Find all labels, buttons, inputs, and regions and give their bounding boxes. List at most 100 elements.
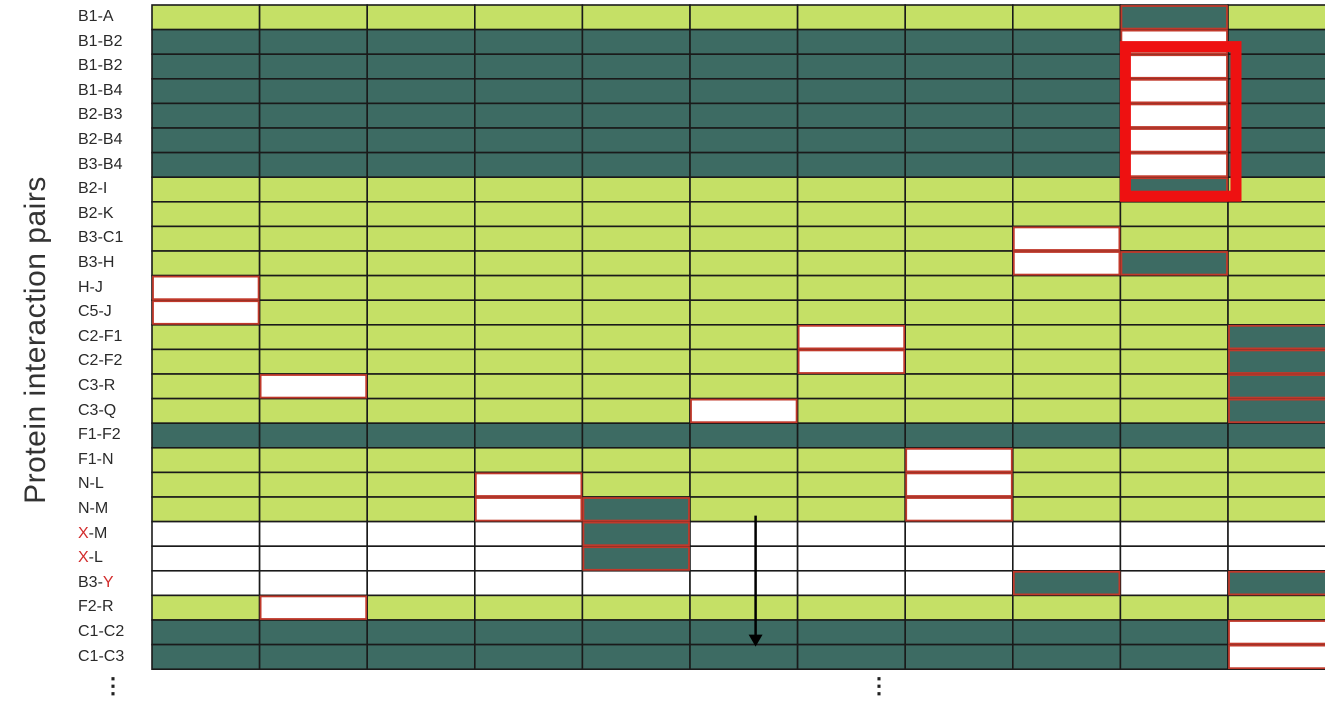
grid-cell <box>904 373 1014 400</box>
grid-cell <box>151 496 261 523</box>
grid-cell <box>689 250 799 277</box>
grid-cell <box>1119 422 1229 449</box>
grid-cell <box>366 619 476 646</box>
row-label-text: -M <box>88 524 108 542</box>
grid-cell <box>796 78 906 105</box>
grid-cell <box>258 299 369 326</box>
grid-cell <box>689 201 799 228</box>
grid-cell <box>258 619 369 646</box>
grid-cell <box>366 127 476 154</box>
grid-cell <box>1119 373 1229 400</box>
grid-cell <box>258 643 369 670</box>
row-label-text: B2-I <box>78 180 108 198</box>
row-label: B1-A <box>78 5 114 29</box>
grid-cell <box>1119 520 1229 547</box>
grid-cell <box>473 102 584 129</box>
grid-cell <box>366 496 476 523</box>
row-label: B2-K <box>78 202 114 226</box>
changed-cell-outline <box>1228 398 1325 424</box>
row-label-text: B2-B4 <box>78 131 123 148</box>
row-label-text: F1-F2 <box>78 426 121 444</box>
grid-cell <box>1011 250 1122 277</box>
grid-cell <box>1227 78 1325 105</box>
grid-cell <box>1119 127 1229 154</box>
grid-cell <box>796 496 906 523</box>
grid-cell <box>258 151 369 179</box>
row-label: F1-N <box>78 448 114 472</box>
grid-cell <box>796 225 906 252</box>
grid-cell <box>151 151 261 179</box>
grid-cell <box>904 471 1014 498</box>
grid-cell <box>1119 201 1229 228</box>
grid-cell <box>366 520 476 547</box>
grid-cell <box>258 348 369 375</box>
changed-cell-outline <box>797 324 906 350</box>
grid-cell <box>1227 348 1325 375</box>
grid-cell <box>689 323 799 351</box>
grid-cell <box>689 594 799 621</box>
grid-cell <box>581 520 691 547</box>
grid-cell <box>151 250 261 277</box>
grid-cell <box>473 78 584 105</box>
grid-cell <box>904 102 1014 129</box>
grid-cell <box>473 569 584 597</box>
changed-cell-outline <box>1120 251 1228 276</box>
grid-cell <box>796 250 906 277</box>
changed-cell-outline <box>1228 324 1325 350</box>
grid-cell <box>904 201 1014 228</box>
grid-cell <box>473 176 584 203</box>
row-label-text: C1-C2 <box>78 623 125 640</box>
grid-cell <box>689 373 799 400</box>
grid-cell <box>1011 274 1122 302</box>
changed-cell-outline <box>582 546 690 571</box>
grid-cell <box>258 422 369 449</box>
grid-cell <box>689 28 799 56</box>
row-label-text: B1-B2 <box>78 57 123 75</box>
changed-cell-outline <box>1012 251 1121 276</box>
grid-cell <box>151 102 261 129</box>
grid-cell <box>904 28 1014 56</box>
grid-cell <box>904 274 1014 302</box>
grid-cell <box>366 225 476 252</box>
row-label: B1-B2 <box>78 54 122 78</box>
grid-cell <box>796 102 906 129</box>
grid-cell <box>366 348 476 375</box>
row-label: B2-I <box>78 177 107 201</box>
grid-cell <box>689 446 799 474</box>
grid-cell <box>581 151 691 179</box>
grid-cell <box>1011 323 1122 351</box>
grid-cell <box>473 520 584 547</box>
grid-cell <box>796 446 906 474</box>
changed-cell-outline <box>1120 5 1228 30</box>
grid-cell <box>904 127 1014 154</box>
grid-cell <box>904 569 1014 597</box>
grid-cell <box>151 53 261 80</box>
row-label: F1-F2 <box>78 423 121 447</box>
grid-cell <box>366 53 476 80</box>
grid-cell <box>796 274 906 302</box>
row-label: N-L <box>78 472 104 496</box>
grid-cell <box>581 176 691 203</box>
grid-cell <box>1119 496 1229 523</box>
row-label: C1-C3 <box>78 645 124 669</box>
grid-cell <box>1119 619 1229 646</box>
grid-cell <box>258 201 369 228</box>
row-label: B3-B4 <box>78 153 122 177</box>
changed-cell-outline <box>259 595 368 620</box>
row-label-text: C3-R <box>78 377 116 394</box>
grid-cell <box>151 422 261 449</box>
grid-cell <box>258 4 369 31</box>
grid-cell <box>366 446 476 474</box>
grid-cell <box>1119 299 1229 326</box>
grid-cell <box>151 471 261 498</box>
grid-cell <box>1011 4 1122 31</box>
grid-cell <box>258 471 369 498</box>
grid-cell <box>1011 422 1122 449</box>
grid-cell <box>366 373 476 400</box>
grid-cell <box>1011 520 1122 547</box>
grid-cell <box>581 250 691 277</box>
grid-cell <box>1119 446 1229 474</box>
grid-cell <box>151 446 261 474</box>
grid-cell <box>366 250 476 277</box>
row-label-text: F1-N <box>78 450 114 468</box>
